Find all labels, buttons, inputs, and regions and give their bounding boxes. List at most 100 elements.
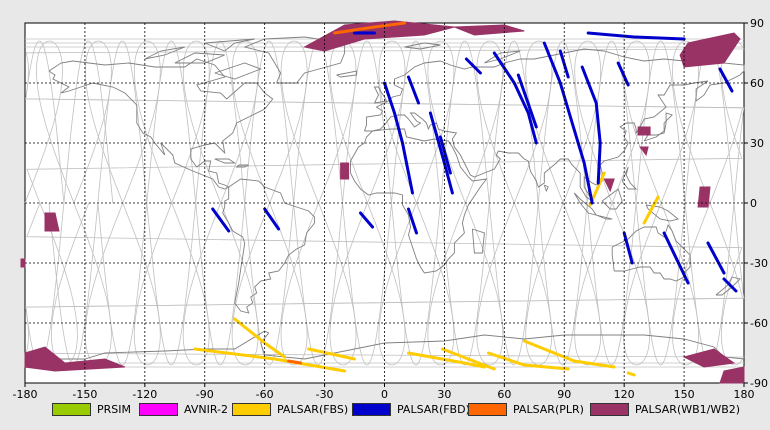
coastline: [336, 70, 357, 78]
legend-swatch: [590, 403, 629, 416]
y-tick-label: 0: [750, 197, 757, 210]
acquisition-swaths: [20, 20, 745, 384]
coastline: [611, 223, 691, 282]
legend-item: PALSAR(WB1/WB2): [590, 403, 740, 416]
swath-palsar-fbd: [586, 31, 686, 41]
legend-swatch: [139, 403, 178, 416]
y-tick-label: -60: [750, 317, 768, 330]
swath-palsar-wb: [454, 24, 525, 36]
x-tick-label: 30: [437, 388, 451, 401]
swath-palsar-fbd: [407, 207, 418, 235]
coastline: [596, 214, 613, 220]
swath-palsar-wb: [44, 212, 60, 232]
swath-palsar-plr: [333, 21, 406, 35]
swath-palsar-fbs: [626, 371, 636, 377]
legend-label: PALSAR(FBS): [277, 403, 349, 416]
coastline: [48, 58, 274, 190]
swath-palsar-fbd: [718, 67, 734, 93]
coastline: [204, 38, 255, 52]
x-tick-label: -180: [13, 388, 38, 401]
legend-swatch: [468, 403, 507, 416]
coastline: [601, 188, 623, 210]
swath-palsar-wb: [24, 346, 126, 372]
coastline: [222, 178, 316, 314]
x-tick-label: 90: [557, 388, 571, 401]
legend-item: PRSIM: [52, 403, 131, 416]
y-tick-label: 60: [750, 77, 764, 90]
orbit-track: [146, 40, 245, 366]
swath-palsar-fbs: [440, 347, 496, 371]
swath-palsar-fbd: [706, 241, 726, 275]
swath-palsar-fbs: [307, 347, 356, 361]
lat-lon-grid: [25, 23, 744, 383]
legend: PRSIM AVNIR-2 PALSAR(FBS) PALSAR(FBD) PALSAR…: [0, 399, 770, 421]
swath-palsar-fbs: [193, 347, 347, 373]
coastline: [144, 46, 185, 60]
swath-palsar-wb: [682, 348, 736, 368]
swath-palsar-fbd: [464, 57, 482, 75]
swath-palsar-fbd: [516, 73, 538, 129]
x-tick-label: 180: [734, 388, 755, 401]
swath-palsar-fbs: [263, 341, 287, 359]
y-tick-label: -30: [750, 257, 768, 270]
x-tick-label: -120: [132, 388, 157, 401]
legend-label: PALSAR(PLR): [513, 403, 584, 416]
coastline: [243, 36, 346, 84]
swath-palsar-fbd: [616, 61, 630, 87]
legend-label: PRSIM: [97, 403, 131, 416]
orbit-track: [367, 40, 466, 366]
latitude-tick-labels: 90 60 30 0 -30 -60 -90: [744, 17, 768, 390]
swath-palsar-fbd: [622, 231, 634, 265]
legend-label: PALSAR(FBD): [397, 403, 470, 416]
swath-palsar-fbs: [233, 317, 267, 345]
legend-item: PALSAR(FBS): [232, 403, 348, 416]
x-tick-label: 150: [674, 388, 695, 401]
coastline: [373, 86, 388, 104]
coastline: [25, 330, 745, 360]
x-tick-label: -150: [72, 388, 97, 401]
swath-palsar-fbd: [542, 41, 594, 205]
swath-palsar-wb: [20, 258, 26, 268]
legend-item: PALSAR(FBD): [352, 403, 470, 416]
longitude-tick-labels: -180 -150 -120 -90 -60 -30 0 30 60 90 120 150 180: [13, 383, 755, 401]
swath-palsar-fbd: [211, 207, 231, 233]
x-tick-label: -30: [316, 388, 334, 401]
coastline: [543, 184, 549, 193]
coastline: [621, 166, 638, 190]
y-tick-label: 30: [750, 137, 764, 150]
legend-swatch: [52, 403, 91, 416]
swath-palsar-fbs: [642, 195, 660, 225]
swath-palsar-fbd: [407, 75, 420, 105]
legend-label: AVNIR-2: [184, 403, 228, 416]
swath-palsar-wb: [303, 20, 455, 52]
x-tick-label: -90: [196, 388, 214, 401]
swath-palsar-fbs: [407, 351, 486, 369]
swath-palsar-fbd: [580, 65, 602, 185]
coastline: [214, 62, 262, 80]
orbit-track: [25, 40, 745, 366]
legend-swatch: [352, 403, 391, 416]
x-tick-label: 60: [497, 388, 511, 401]
legend-item: PALSAR(PLR): [468, 403, 584, 416]
coastline: [174, 52, 225, 64]
swath-palsar-wb: [340, 162, 350, 180]
swath-palsar-wb: [637, 126, 651, 136]
swath-palsar-fbd: [662, 231, 690, 285]
swath-palsar-fbd: [263, 207, 281, 231]
x-tick-label: 0: [381, 388, 388, 401]
coastline: [235, 164, 249, 168]
swath-palsar-fbs: [522, 339, 616, 369]
swath-palsar-fbs: [486, 351, 570, 371]
legend-label: PALSAR(WB1/WB2): [635, 403, 741, 416]
y-tick-label: -90: [750, 377, 768, 390]
legend-item: AVNIR-2: [139, 403, 228, 416]
swath-palsar-plr: [287, 359, 303, 365]
legend-swatch: [232, 403, 271, 416]
swath-palsar-fbd: [359, 211, 374, 229]
swath-palsar-wb: [697, 186, 711, 208]
swath-palsar-wb: [603, 178, 615, 193]
y-tick-label: 90: [750, 17, 764, 30]
orbit-track: [25, 40, 745, 366]
swath-palsar-fbd: [722, 277, 738, 293]
